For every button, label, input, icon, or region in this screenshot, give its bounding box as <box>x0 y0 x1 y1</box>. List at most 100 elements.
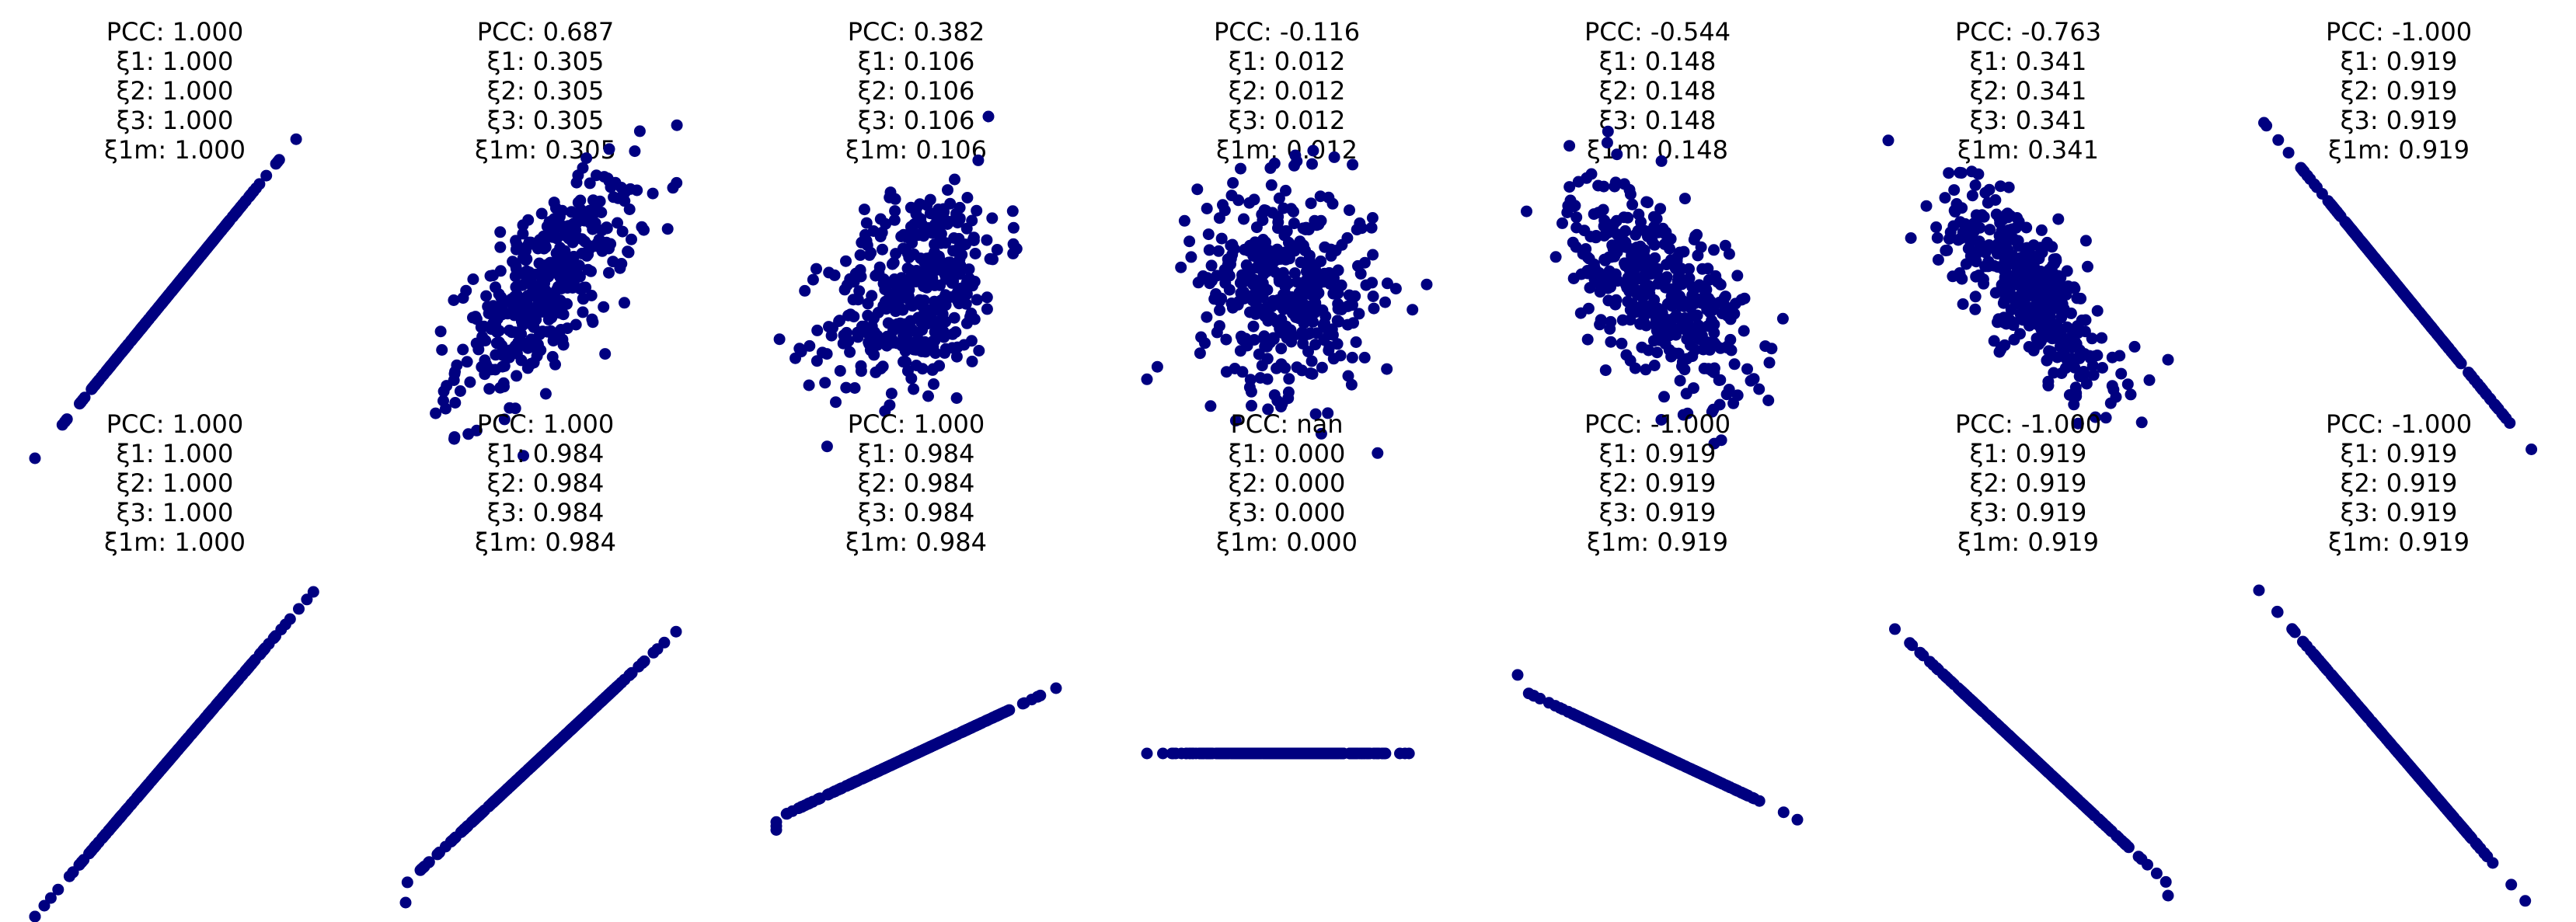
scatter-point <box>1932 254 1944 266</box>
scatter-point <box>952 286 964 298</box>
scatter-point <box>73 858 85 871</box>
scatter-point <box>1603 265 1616 277</box>
scatter-point <box>932 255 943 266</box>
scatter-point <box>520 266 532 278</box>
scatter-point <box>830 396 842 409</box>
scatter-point <box>1271 362 1283 374</box>
scatter-point <box>961 192 974 204</box>
scatter-point <box>211 698 223 711</box>
scatter-point <box>494 241 507 253</box>
scatter-point <box>807 273 819 286</box>
scatter-point <box>1346 351 1358 364</box>
scatter-point <box>86 382 99 395</box>
scatter-point <box>917 311 929 324</box>
scatter-point <box>1175 261 1187 273</box>
scatter-point <box>2075 292 2087 304</box>
scatter-point <box>517 219 529 231</box>
scatter-point <box>1660 273 1672 285</box>
scatter-point <box>863 249 876 261</box>
scatter-point <box>2043 345 2055 357</box>
scatter-point <box>2052 213 2065 225</box>
scatter-point <box>549 287 561 299</box>
scatter-point <box>855 365 867 377</box>
scatter-point <box>603 143 615 155</box>
scatter-point <box>1274 747 1287 760</box>
scatter-point <box>1738 788 1750 800</box>
scatter-point <box>454 385 466 397</box>
scatter-point <box>1722 304 1734 317</box>
scatter-point <box>1354 267 1367 280</box>
scatter-point <box>483 383 496 395</box>
scatter-point <box>1309 747 1321 760</box>
panel-title-line: ξ1: 0.984 <box>858 439 975 468</box>
scatter-point <box>2051 291 2063 304</box>
scatter-point <box>886 258 898 270</box>
scatter-point <box>1379 296 1391 308</box>
scatter-point <box>1674 265 1686 277</box>
scatter-point <box>554 242 566 254</box>
scatter-point <box>2463 367 2475 379</box>
scatter-point <box>1278 202 1290 214</box>
scatter-point <box>2082 260 2093 273</box>
scatter-point <box>1660 238 1672 250</box>
scatter-point <box>1728 358 1741 371</box>
scatter-point <box>1648 294 1661 306</box>
scatter-point <box>1345 299 1358 311</box>
panel-title-line: ξ2: 0.341 <box>1970 76 2087 106</box>
scatter-point <box>866 290 878 302</box>
scatter-point <box>2301 169 2313 182</box>
scatter-point <box>199 245 211 257</box>
scatter-point <box>1597 204 1609 216</box>
scatter-point <box>1680 324 1692 336</box>
scatter-point <box>479 368 491 381</box>
scatter-point <box>1999 245 2012 258</box>
scatter-point <box>1259 310 1271 322</box>
scatter-point <box>1223 284 1236 296</box>
scatter-point <box>1031 691 1044 703</box>
scatter-point <box>434 325 447 338</box>
scatter-point <box>1310 219 1323 231</box>
scatter-point <box>2489 398 2501 411</box>
scatter-point <box>573 259 585 272</box>
scatter-point <box>1309 408 1322 420</box>
scatter-point <box>2379 266 2392 277</box>
scatter-point <box>1992 316 2003 329</box>
panel-title-line: PCC: -0.544 <box>1584 17 1731 47</box>
scatter-point <box>1984 224 1996 236</box>
scatter-point <box>1201 311 1213 323</box>
scatter-point <box>658 636 671 649</box>
scatter-point <box>601 222 613 235</box>
scatter-point <box>525 357 538 370</box>
scatter-point <box>971 204 983 217</box>
scatter-point <box>1791 813 1804 826</box>
scatter-point <box>1278 322 1290 334</box>
scatter-point <box>887 336 899 349</box>
scatter-point <box>1213 747 1225 760</box>
scatter-point <box>1969 303 1982 315</box>
scatter-point <box>1264 162 1277 174</box>
panel-title-line: ξ1m: 1.000 <box>104 135 246 165</box>
scatter-point <box>1201 203 1213 214</box>
scatter-point <box>619 195 631 207</box>
scatter-point <box>1637 741 1650 753</box>
scatter-point <box>1215 232 1228 245</box>
panel-title-line: ξ2: 0.919 <box>1970 468 2087 498</box>
scatter-point <box>1316 361 1328 374</box>
scatter-point <box>1306 158 1318 170</box>
scatter-point <box>530 304 542 316</box>
scatter-point <box>1335 279 1347 291</box>
scatter-point <box>580 152 593 165</box>
scatter-point <box>1272 294 1285 306</box>
scatter-point <box>449 397 462 409</box>
scatter-point <box>647 646 660 659</box>
scatter-point <box>924 193 936 206</box>
scatter-point <box>1280 184 1291 197</box>
scatter-point <box>967 231 980 244</box>
scatter-point <box>1326 329 1339 341</box>
scatter-point <box>2052 303 2065 315</box>
